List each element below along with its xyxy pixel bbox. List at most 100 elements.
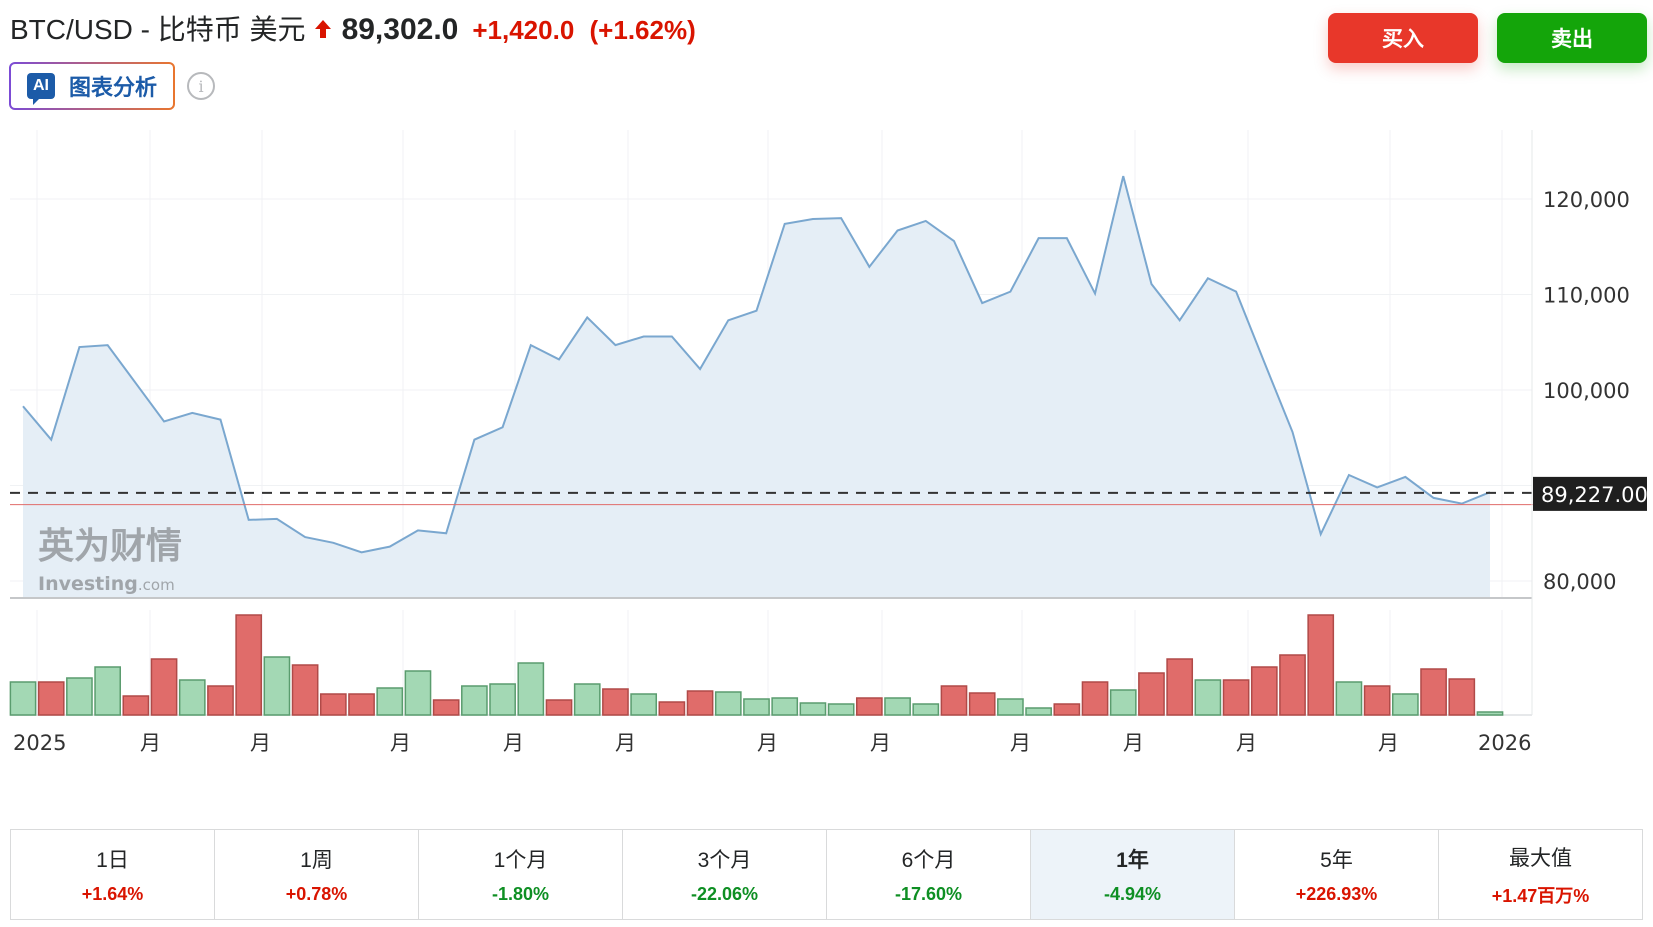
volume-bar <box>912 703 940 716</box>
instrument-header: BTC/USD - 比特币 美元 89,302.0 +1,420.0 (+1.6… <box>10 8 696 48</box>
x-tick-label: 月 <box>1123 731 1144 755</box>
volume-bar <box>1307 614 1335 716</box>
ai-chart-analysis-button[interactable]: AI 图表分析 <box>9 62 175 110</box>
volume-bar <box>235 614 263 716</box>
x-tick-label: 2025 <box>13 731 66 755</box>
y-tick-label: 110,000 <box>1543 284 1630 308</box>
volume-bar <box>1025 707 1052 716</box>
ai-chart-analysis-label: 图表分析 <box>69 75 158 100</box>
period-tab-4[interactable]: 6个月 -17.60% <box>827 830 1031 919</box>
volume-bar <box>827 703 855 716</box>
volume-bar <box>573 683 601 716</box>
volume-bar <box>1476 711 1504 716</box>
period-tab-0[interactable]: 1日 +1.64% <box>11 830 215 919</box>
volume-bar <box>658 701 686 716</box>
volume-bar <box>461 685 488 716</box>
svg-text:89,227.00: 89,227.00 <box>1541 483 1648 507</box>
period-tab-5[interactable]: 1年 -4.94% <box>1031 830 1235 919</box>
x-tick-label: 月 <box>870 731 891 755</box>
svg-text:Investing.com: Investing.com <box>38 573 175 595</box>
period-tab-1[interactable]: 1周 +0.78% <box>215 830 419 919</box>
volume-bar <box>1222 679 1250 716</box>
period-label: 1日 <box>96 849 129 872</box>
x-tick-label: 月 <box>1236 731 1257 755</box>
volume-bar <box>714 691 742 716</box>
period-tab-3[interactable]: 3个月 -22.06% <box>623 830 827 919</box>
x-tick-label: 月 <box>140 731 161 755</box>
volume-bar <box>1138 672 1165 716</box>
volume-bar <box>150 658 178 716</box>
volume-bar <box>1109 689 1137 716</box>
volume-bar <box>1194 679 1222 716</box>
x-tick-label: 2026 <box>1478 731 1531 755</box>
instrument-title: BTC/USD - 比特币 美元 <box>10 14 306 45</box>
period-label: 1周 <box>300 849 333 872</box>
price-area <box>23 176 1490 598</box>
volume-bar <box>1053 703 1081 716</box>
period-change-value: +1.47百万% <box>1491 885 1590 906</box>
volume-bar <box>263 656 291 716</box>
volume-bar <box>855 697 883 716</box>
volume-bar <box>1081 681 1109 716</box>
volume-bar <box>884 697 911 716</box>
price-chart[interactable]: 80,000 100,000 110,000 120,000 英为财情 Investing… <box>0 130 1653 810</box>
price-line <box>22 175 1491 554</box>
volume-bar <box>997 698 1024 716</box>
period-change-value: +1.64% <box>81 884 144 904</box>
volume-bar <box>602 688 629 716</box>
info-icon[interactable]: i <box>187 72 216 100</box>
ai-icon: AI <box>27 73 55 105</box>
period-label: 5年 <box>1320 849 1353 872</box>
investing-watermark: 英为财情 Investing.com <box>38 526 182 595</box>
volume-bar <box>37 681 65 716</box>
volume-bar <box>432 699 460 716</box>
y-tick-label: 80,000 <box>1543 570 1616 594</box>
y-axis: 80,000 100,000 110,000 120,000 <box>1543 188 1630 594</box>
volume-bar <box>799 702 827 716</box>
volume-bar <box>489 683 516 716</box>
x-tick-label: 月 <box>1010 731 1031 755</box>
x-tick-label: 月 <box>503 731 524 755</box>
volume-bar <box>291 664 319 716</box>
x-tick-label: 月 <box>390 731 411 755</box>
volume-bar <box>9 681 37 716</box>
volume-bar <box>122 695 150 716</box>
period-label: 最大值 <box>1509 846 1572 870</box>
period-label: 1年 <box>1116 849 1149 872</box>
x-axis: 2025 月 月 月 月 月 月 月 月 月 月 月 2026 <box>13 731 1531 755</box>
volume-bar <box>940 685 968 716</box>
volume-bar <box>1279 654 1306 716</box>
volume-bar <box>94 666 121 716</box>
period-tab-7[interactable]: 最大值 +1.47百万% <box>1439 830 1642 919</box>
volume-bar <box>630 693 658 716</box>
period-change-value: +226.93% <box>1295 884 1378 904</box>
volume-bar <box>207 685 234 716</box>
period-tab-2[interactable]: 1个月 -1.80% <box>419 830 623 919</box>
period-change-value: -17.60% <box>894 884 963 904</box>
price-change-pct: (+1.62%) <box>589 15 696 45</box>
performance-period-tabs: 1日 +1.64% 1周 +0.78% 1个月 -1.80% 3个月 -22.06% 6个月 -1… <box>10 829 1643 920</box>
x-tick-label: 月 <box>250 731 271 755</box>
x-tick-label: 月 <box>757 731 778 755</box>
volume-bar <box>743 698 770 716</box>
price-change-abs: +1,420.0 <box>472 15 575 45</box>
period-change-value: -1.80% <box>491 884 550 904</box>
period-label: 3个月 <box>697 849 752 872</box>
volume-bar <box>404 670 432 716</box>
period-change-value: -4.94% <box>1103 884 1162 904</box>
period-label: 6个月 <box>901 849 956 872</box>
volume-bar <box>517 662 545 716</box>
volume-bar <box>968 692 996 716</box>
volume-bar <box>178 679 206 716</box>
arrow-up-icon <box>314 20 331 38</box>
volume-bar <box>319 693 347 716</box>
volume-bar <box>771 697 799 716</box>
sell-button[interactable]: 卖出 <box>1497 13 1647 63</box>
current-price-tag: 89,227.00 <box>1533 476 1648 511</box>
ai-analysis-row: AI 图表分析 i <box>9 62 216 110</box>
period-tab-6[interactable]: 5年 +226.93% <box>1235 830 1439 919</box>
volume-bar <box>545 699 573 716</box>
buy-button[interactable]: 买入 <box>1328 13 1478 63</box>
volume-bar <box>66 677 93 716</box>
volume-bar <box>1363 685 1391 716</box>
